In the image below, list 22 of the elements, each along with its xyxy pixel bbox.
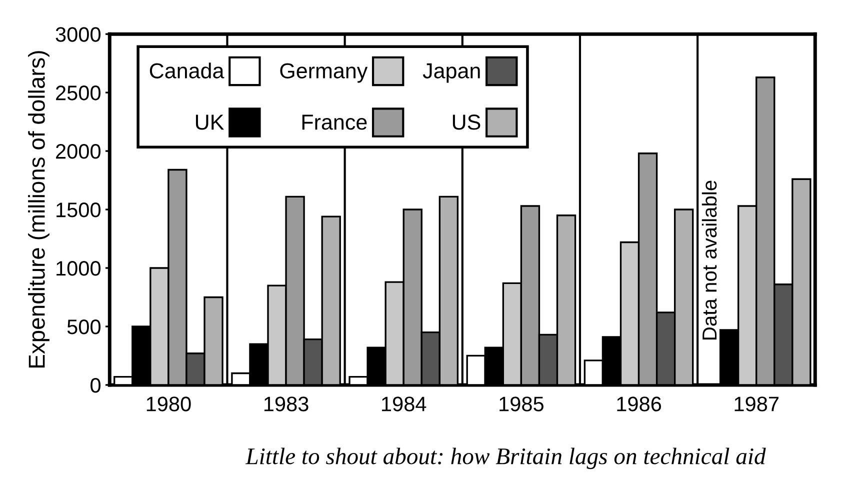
legend-label: US (452, 114, 480, 130)
legend-label: Japan (422, 63, 480, 83)
y-axis-title: Expenditure (millions of dollars) (28, 51, 50, 368)
x-tick-label: 1980 (146, 396, 191, 412)
y-tick-label: 2000 (56, 144, 101, 159)
y-tick-label: 0 (90, 378, 101, 393)
x-tick-label: 1987 (734, 396, 778, 412)
x-tick-label: 1983 (264, 396, 308, 412)
legend-label: France (302, 114, 367, 130)
x-tick-label: 1985 (500, 396, 544, 412)
y-tick-label: 1000 (56, 261, 101, 276)
legend-label: Germany (280, 63, 368, 83)
y-tick-label: 1500 (56, 202, 101, 218)
text: Little to shout about: how Britain lags on technical aid (245, 448, 766, 470)
legend-label: UK (196, 114, 224, 130)
y-tick-label: 2500 (56, 86, 101, 100)
y-tick-label: 3000 (56, 27, 101, 42)
legend-label: Canada (150, 62, 224, 78)
x-tick-label: 1984 (382, 396, 426, 412)
x-tick-label: 1986 (617, 396, 662, 412)
annotation: Data not available (702, 180, 717, 340)
y-tick-label: 500 (67, 319, 101, 334)
